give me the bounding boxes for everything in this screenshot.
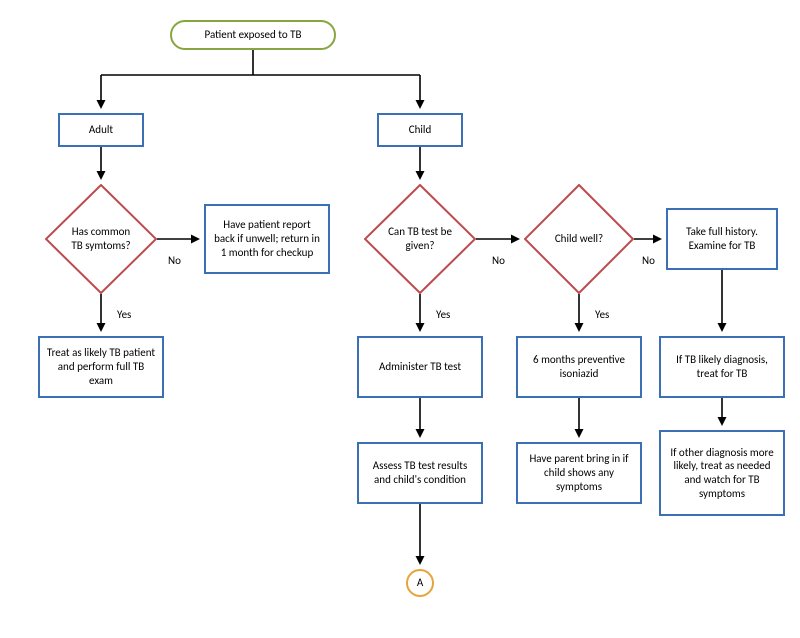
edge-label-no3: No (642, 254, 655, 267)
node-label: Administer TB test (379, 360, 461, 374)
node-label: Patient exposed to TB (205, 28, 302, 42)
edge-label-yes1: Yes (117, 308, 131, 321)
node-reportBack: Have patient report back if unwell; retu… (204, 204, 330, 274)
node-takeHistory: Take full history. Examine for TB (666, 208, 778, 270)
node-parentBring: Have parent bring in if child shows any … (516, 442, 642, 504)
flowchart-canvas: Patient exposed to TB Adult Child Has commo… (0, 0, 800, 638)
node-assess: Assess TB test results and child's condi… (357, 442, 483, 504)
node-A: A (406, 569, 434, 597)
node-label: If other diagnosis more likely, treat as… (667, 446, 777, 501)
edge-label-yes3: Yes (595, 308, 609, 321)
edge-label-no1: No (168, 254, 181, 267)
node-label: Child well? (555, 232, 603, 246)
node-otherDiag: If other diagnosis more likely, treat as… (659, 430, 785, 516)
node-start: Patient exposed to TB (170, 20, 336, 50)
edge-label-no2: No (492, 254, 505, 267)
node-preventive: 6 months preventive isoniazid (516, 336, 642, 398)
node-label: If TB likely diagnosis, treat for TB (667, 353, 777, 381)
edge-label-yes2: Yes (436, 308, 450, 321)
node-label: 6 months preventive isoniazid (524, 353, 634, 381)
node-hasSymptoms: Has common TB symtoms? (45, 184, 157, 294)
node-adminTest: Administer TB test (357, 336, 483, 398)
node-treatForTB: If TB likely diagnosis, treat for TB (659, 336, 785, 398)
node-label: Can TB test be given? (385, 225, 454, 253)
node-label: Assess TB test results and child's condi… (365, 459, 475, 487)
node-child: Child (377, 113, 463, 147)
node-label: Has common TB symtoms? (66, 225, 135, 253)
node-label: Have parent bring in if child shows any … (524, 452, 634, 493)
node-label: Have patient report back if unwell; retu… (212, 218, 322, 259)
node-adult: Adult (58, 113, 144, 147)
node-label: Child (409, 123, 431, 137)
node-childWell: Child well? (524, 184, 634, 294)
node-label: Take full history. Examine for TB (674, 225, 770, 253)
node-canTest: Can TB test be given? (364, 184, 476, 294)
node-treatLikely: Treat as likely TB patient and perform f… (38, 336, 164, 398)
node-label: Treat as likely TB patient and perform f… (46, 346, 156, 387)
node-label: Adult (89, 123, 113, 137)
node-label: A (417, 576, 423, 590)
